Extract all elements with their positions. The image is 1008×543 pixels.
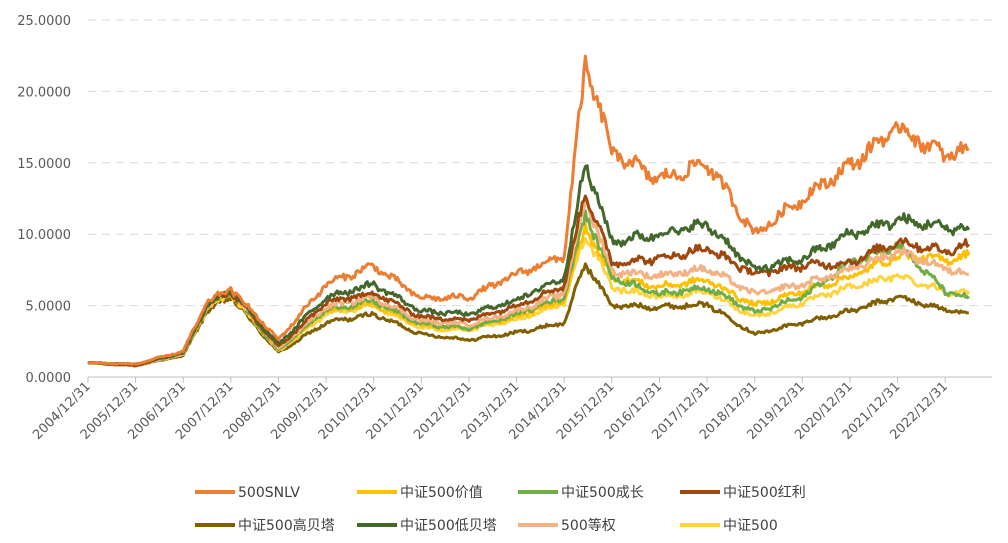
series-line bbox=[87, 54, 970, 366]
legend-entry: 中证500成长 bbox=[561, 485, 644, 501]
y-tick-label: 0.0000 bbox=[26, 371, 72, 386]
series-line bbox=[87, 194, 970, 368]
y-tick-label: 20.0000 bbox=[17, 85, 71, 100]
legend-entry: 中证500高贝塔 bbox=[238, 517, 335, 534]
legend-entry: 中证500红利 bbox=[723, 485, 806, 501]
legend-entry: 中证500低贝塔 bbox=[400, 518, 497, 534]
y-tick-label: 10.0000 bbox=[17, 228, 71, 243]
legend-entry: 500SNLV bbox=[238, 485, 300, 501]
legend-entry: 中证500价值 bbox=[400, 485, 483, 501]
legend-entry: 中证500 bbox=[723, 518, 778, 534]
legend-entry: 500等权 bbox=[561, 517, 616, 534]
y-tick-label: 5.0000 bbox=[26, 300, 72, 315]
y-tick-label: 25.0000 bbox=[17, 14, 71, 29]
x-axis: 2004/12/312005/12/312006/12/312007/12/31… bbox=[30, 376, 992, 443]
y-tick-label: 15.0000 bbox=[17, 157, 71, 172]
y-axis: 0.0000 5.0000 10.0000 15.0000 20.0000 25.0000 bbox=[17, 14, 71, 386]
series-lines bbox=[87, 54, 971, 368]
